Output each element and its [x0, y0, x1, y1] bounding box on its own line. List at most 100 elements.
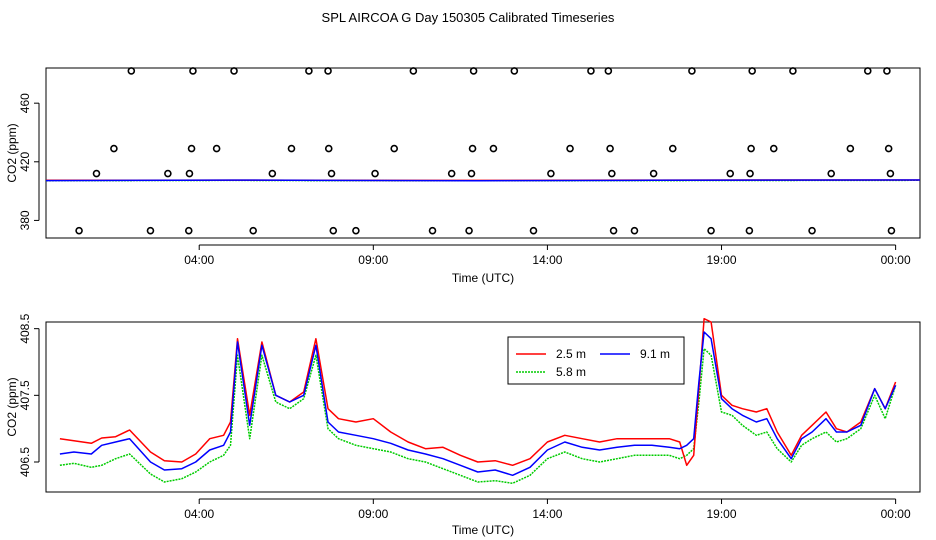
- top-plot-frame: [45, 67, 921, 239]
- cal-point: [212, 144, 221, 153]
- cal-point: [230, 67, 238, 75]
- cal-point: [428, 226, 437, 235]
- bot-y-tick-label: 407.5: [18, 380, 32, 410]
- cal-point: [327, 169, 336, 178]
- cal-point: [668, 144, 677, 153]
- cal-point: [184, 226, 193, 235]
- legend: 2.5 m 9.1 m 5.8 m: [507, 336, 685, 385]
- top-series-group: [45, 179, 921, 182]
- cal-point: [808, 226, 816, 235]
- cal-point: [189, 67, 197, 75]
- series-line-2-5-m: [59, 317, 897, 467]
- cal-point: [489, 144, 498, 153]
- cal-point: [110, 144, 118, 153]
- cal-point: [465, 226, 473, 235]
- legend-label-9-1m: 9.1 m: [640, 347, 670, 361]
- cal-point: [587, 67, 595, 75]
- bot-x-tick-label: 04:00: [184, 507, 214, 521]
- cal-point: [604, 67, 613, 75]
- cal-point: [608, 169, 616, 178]
- cal-point: [827, 169, 836, 178]
- top-x-axis: 04:00 09:00 14:00 19:00 00:00: [184, 244, 911, 267]
- cal-point: [609, 226, 618, 235]
- series-line-9-1-m: [45, 179, 921, 182]
- cal-point: [187, 144, 196, 153]
- top-x-axis-label: Time (UTC): [452, 271, 514, 285]
- cal-point: [887, 226, 896, 235]
- bot-y-tick-label: 406.5: [18, 447, 32, 477]
- cal-point: [249, 226, 257, 235]
- cal-point: [863, 67, 872, 75]
- cal-point: [769, 144, 778, 153]
- cal-point: [329, 226, 338, 235]
- cal-point: [467, 169, 476, 178]
- top-y-axis: 380 420 460: [18, 93, 40, 230]
- bot-x-tick-label: 19:00: [707, 507, 737, 521]
- top-y-tick-label: 380: [18, 210, 32, 230]
- cal-point: [707, 226, 715, 235]
- cal-point: [606, 144, 614, 153]
- cal-point: [566, 144, 574, 153]
- figure-title: SPL AIRCOA G Day 150305 Calibrated Times…: [322, 10, 615, 25]
- cal-point: [529, 226, 538, 235]
- cal-point: [409, 67, 418, 75]
- cal-point: [164, 169, 172, 178]
- cal-point: [883, 67, 891, 75]
- cal-point: [747, 144, 755, 153]
- cal-point: [324, 67, 332, 75]
- cal-point: [630, 226, 639, 235]
- top-panel-calibration-plot: 380 420 460 04:00 09:00 14:00 19:00 00:00 CO2 …: [5, 67, 921, 285]
- cal-point: [884, 144, 893, 153]
- cal-point: [146, 226, 155, 235]
- top-x-tick-label: 19:00: [707, 253, 737, 267]
- cal-point: [305, 67, 313, 75]
- cal-point: [510, 67, 519, 75]
- cal-point: [726, 169, 735, 178]
- cal-point: [75, 226, 83, 235]
- cal-point: [469, 67, 478, 75]
- cal-point: [287, 144, 296, 153]
- bot-x-tick-label: 00:00: [881, 507, 911, 521]
- bottom-y-axis: 406.5 407.5 408.5: [18, 313, 40, 477]
- bottom-plot-frame: [45, 321, 921, 493]
- bot-y-tick-label: 408.5: [18, 313, 32, 343]
- bot-x-tick-label: 14:00: [532, 507, 562, 521]
- cal-point: [649, 169, 658, 178]
- cal-point: [390, 144, 399, 153]
- series-line-9-1-m: [59, 331, 897, 477]
- legend-label-2-5m: 2.5 m: [556, 347, 586, 361]
- cal-point: [447, 169, 456, 178]
- cal-point: [748, 67, 756, 75]
- cal-point: [92, 169, 101, 178]
- top-x-tick-label: 09:00: [358, 253, 388, 267]
- top-x-tick-label: 04:00: [184, 253, 214, 267]
- cal-point: [185, 169, 194, 178]
- cal-point: [789, 67, 797, 75]
- bottom-x-axis: 04:00 09:00 14:00 19:00 00:00: [184, 498, 911, 521]
- bottom-y-axis-label: CO2 (ppm): [5, 377, 19, 436]
- series-line-5-8-m: [59, 347, 897, 485]
- top-y-axis-label: CO2 (ppm): [5, 123, 19, 182]
- bottom-series-group: [59, 317, 897, 485]
- cal-point: [745, 226, 754, 235]
- bot-x-tick-label: 09:00: [358, 507, 388, 521]
- cal-point: [352, 226, 360, 235]
- legend-label-5-8m: 5.8 m: [556, 365, 586, 379]
- top-y-tick-label: 460: [18, 93, 32, 113]
- top-cal-points-group: [75, 67, 896, 235]
- cal-point: [324, 144, 333, 153]
- cal-point: [886, 169, 895, 178]
- cal-point: [268, 169, 277, 178]
- legend-box: [507, 336, 685, 385]
- cal-point: [688, 67, 696, 75]
- cal-point: [846, 144, 855, 153]
- bottom-x-axis-label: Time (UTC): [452, 523, 514, 537]
- cal-point: [127, 67, 136, 75]
- top-x-tick-label: 00:00: [881, 253, 911, 267]
- top-y-tick-label: 420: [18, 151, 32, 171]
- cal-point: [746, 169, 754, 178]
- top-x-tick-label: 14:00: [532, 253, 562, 267]
- bottom-panel-timeseries-plot: 406.5 407.5 408.5 04:00 09:00 14:00 19:00 00:0…: [5, 313, 921, 537]
- cal-point: [468, 144, 477, 153]
